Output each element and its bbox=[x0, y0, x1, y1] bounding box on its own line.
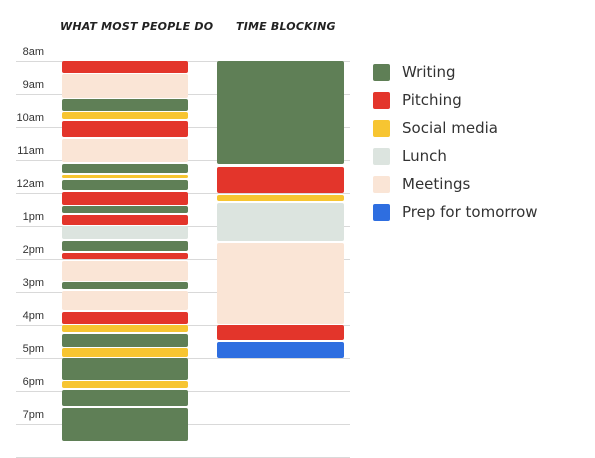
hour-label: 4pm bbox=[22, 310, 44, 322]
block-pitching bbox=[62, 312, 188, 324]
hour-label: 11am bbox=[17, 145, 44, 157]
block-social bbox=[62, 175, 188, 179]
block-social bbox=[62, 325, 188, 332]
block-social bbox=[62, 381, 188, 388]
block-writing bbox=[62, 389, 188, 407]
hour-label: 1pm bbox=[22, 211, 44, 223]
hour-label: 9am bbox=[22, 79, 44, 91]
legend-item-lunch: Lunch bbox=[373, 142, 538, 170]
block-pitching bbox=[217, 325, 344, 341]
legend-swatch bbox=[373, 91, 390, 109]
legend-swatch bbox=[373, 203, 390, 221]
block-lunch bbox=[62, 226, 188, 240]
block-meetings bbox=[62, 290, 188, 311]
block-pitching bbox=[217, 166, 344, 194]
block-prep bbox=[217, 341, 344, 359]
legend-item-prep: Prep for tomorrow bbox=[373, 198, 538, 226]
block-writing bbox=[217, 61, 344, 164]
hour-label: 8am bbox=[22, 46, 44, 58]
legend-swatch bbox=[373, 147, 390, 165]
block-writing bbox=[62, 282, 188, 289]
legend-label: Pitching bbox=[402, 91, 462, 109]
block-writing bbox=[62, 180, 188, 190]
column-header-what-most-people-do: WHAT MOST PEOPLE DO bbox=[60, 20, 214, 33]
legend-item-pitching: Pitching bbox=[373, 86, 538, 114]
hour-label: 7pm bbox=[22, 409, 44, 421]
hour-label: 10am bbox=[16, 112, 44, 124]
legend-label: Writing bbox=[402, 63, 456, 81]
legend-label: Social media bbox=[402, 119, 498, 137]
legend-item-writing: Writing bbox=[373, 58, 538, 86]
block-social bbox=[62, 112, 188, 119]
hour-label: 3pm bbox=[22, 277, 44, 289]
block-lunch bbox=[217, 203, 344, 242]
block-pitching bbox=[62, 191, 188, 205]
block-pitching bbox=[62, 120, 188, 138]
block-pitching bbox=[62, 214, 188, 225]
legend-label: Prep for tomorrow bbox=[402, 203, 538, 221]
legend-item-social: Social media bbox=[373, 114, 538, 142]
time-blocking-diagram: WHAT MOST PEOPLE DO TIME BLOCKING 8am 9am… bbox=[16, 20, 538, 458]
legend-label: Meetings bbox=[402, 175, 471, 193]
block-writing bbox=[62, 333, 188, 347]
block-writing bbox=[62, 206, 188, 214]
block-pitching bbox=[62, 61, 188, 73]
hour-label: 5pm bbox=[22, 343, 44, 355]
block-meetings bbox=[62, 138, 188, 162]
block-writing bbox=[62, 99, 188, 111]
hour-label: 6pm bbox=[22, 376, 44, 388]
block-pitching bbox=[62, 252, 188, 260]
legend-swatch bbox=[373, 119, 390, 137]
legend-label: Lunch bbox=[402, 147, 447, 165]
column-header-time-blocking: TIME BLOCKING bbox=[236, 20, 336, 33]
block-writing bbox=[62, 358, 188, 380]
block-writing bbox=[62, 407, 188, 441]
block-social bbox=[217, 194, 344, 202]
legend-swatch bbox=[373, 63, 390, 81]
legend-swatch bbox=[373, 175, 390, 193]
legend-item-meetings: Meetings bbox=[373, 170, 538, 198]
legend: Writing Pitching Social media Lunch Meetings… bbox=[373, 58, 538, 226]
block-meetings bbox=[62, 260, 188, 281]
block-meetings bbox=[217, 242, 344, 324]
block-social bbox=[62, 348, 188, 357]
hour-label: 12am bbox=[16, 178, 44, 190]
block-writing bbox=[62, 241, 188, 251]
block-meetings bbox=[62, 74, 188, 98]
hour-label: 2pm bbox=[22, 244, 44, 256]
block-writing bbox=[62, 163, 188, 174]
hour-gridline bbox=[16, 259, 350, 260]
